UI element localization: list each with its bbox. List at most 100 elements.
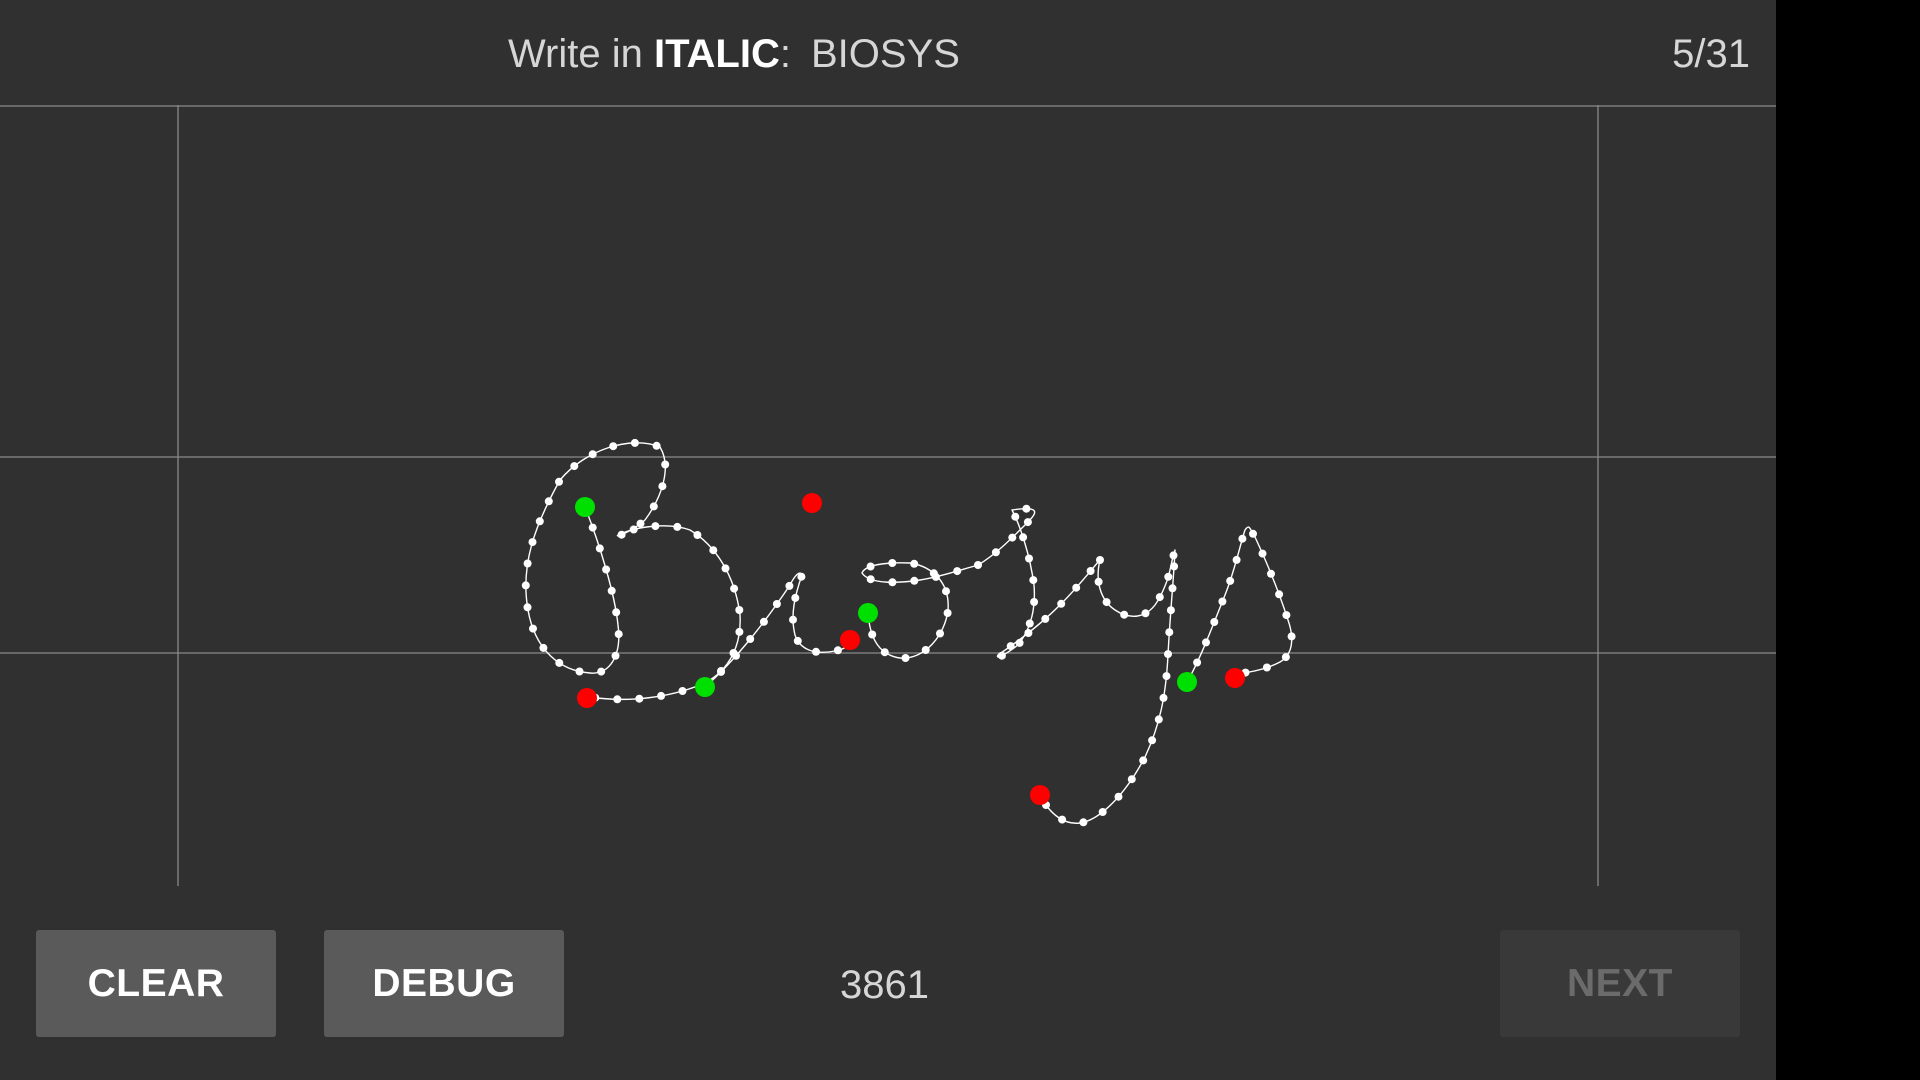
ink-sample-point bbox=[636, 519, 645, 528]
ink-sample-point bbox=[588, 523, 597, 532]
progress-counter: 5/31 bbox=[1672, 32, 1750, 76]
ink-sample-point bbox=[602, 565, 611, 574]
ink-sample-point bbox=[1232, 555, 1241, 564]
ink-sample-point bbox=[1165, 628, 1174, 637]
ink-sample-point bbox=[1096, 556, 1104, 564]
ink-sample-point bbox=[1120, 610, 1129, 619]
ink-sample-point bbox=[730, 584, 739, 593]
ink-sample-point bbox=[1267, 569, 1275, 578]
ink-sample-point bbox=[678, 687, 687, 695]
ink-sample-point bbox=[866, 562, 875, 571]
ink-sample-point bbox=[717, 667, 725, 676]
ink-sample-point bbox=[797, 572, 806, 581]
ink-sample-point bbox=[595, 544, 604, 553]
ink-sample-point bbox=[1139, 756, 1148, 765]
next-button[interactable]: NEXT bbox=[1500, 930, 1740, 1037]
ink-sample-point bbox=[735, 627, 744, 636]
ink-sample-point bbox=[1041, 614, 1050, 623]
ink-sample-point bbox=[528, 538, 537, 547]
ink-sample-point bbox=[974, 561, 982, 569]
ink-sample-point bbox=[629, 525, 638, 534]
ink-sample-point bbox=[1193, 658, 1202, 667]
writing-prompt: Write in ITALIC: BIOSYS bbox=[508, 30, 960, 78]
ink-sample-point bbox=[539, 643, 548, 652]
ink-sample-point bbox=[555, 477, 563, 486]
ink-sample-point bbox=[1155, 593, 1164, 602]
ink-sample-point bbox=[612, 608, 621, 617]
ink-sample-point bbox=[614, 630, 623, 639]
ink-sample-point bbox=[652, 441, 661, 450]
ink-sample-point bbox=[1148, 736, 1157, 745]
ink-sample-point bbox=[544, 497, 553, 506]
ink-sample-point bbox=[866, 575, 875, 584]
ink-sample-point bbox=[651, 522, 660, 531]
ink-sample-point bbox=[833, 646, 842, 655]
ink-stroke-s bbox=[977, 508, 1101, 658]
writing-canvas[interactable] bbox=[0, 105, 1776, 886]
ink-sample-point bbox=[617, 530, 626, 539]
ink-sample-point bbox=[888, 578, 897, 587]
ink-sample-point bbox=[888, 559, 897, 567]
ink-sample-point bbox=[1022, 504, 1031, 513]
ink-sample-point bbox=[921, 646, 930, 654]
ink-sample-point bbox=[1169, 551, 1178, 560]
ink-sample-point bbox=[1098, 808, 1107, 816]
ink-sample-point bbox=[588, 450, 597, 459]
ink-sample-point bbox=[657, 691, 666, 700]
ink-sample-point bbox=[997, 651, 1006, 660]
ink-sample-point bbox=[1282, 611, 1291, 620]
ink-sample-point bbox=[772, 600, 781, 608]
ink-sample-point bbox=[1262, 663, 1271, 672]
ink-sample-point bbox=[661, 460, 670, 469]
ink-sample-point bbox=[1057, 599, 1066, 608]
ink-sample-point bbox=[673, 522, 682, 531]
ink-sample-point bbox=[1170, 562, 1179, 571]
handwriting-app: Write in ITALIC: BIOSYS 5/31 bbox=[0, 0, 1776, 1080]
ink-sample-point bbox=[1154, 715, 1163, 724]
ink-sample-point bbox=[649, 502, 658, 511]
ink-sample-point bbox=[1238, 534, 1247, 543]
prompt-prefix: Write in bbox=[508, 32, 654, 76]
ink-sample-point bbox=[1072, 583, 1081, 592]
prompt-colon: : bbox=[779, 32, 791, 76]
ink-stroke-s2 bbox=[1186, 526, 1293, 683]
ink-sample-point bbox=[521, 581, 530, 590]
ink-sample-point bbox=[1249, 529, 1257, 538]
target-word: BIOSYS bbox=[811, 32, 960, 76]
ink-sample-points bbox=[521, 438, 1296, 827]
clear-button[interactable]: CLEAR bbox=[36, 930, 276, 1037]
ink-sample-point bbox=[943, 609, 952, 617]
ink-sample-point bbox=[597, 667, 606, 676]
ink-sample-point bbox=[1159, 693, 1168, 702]
ink-sample-point bbox=[901, 654, 910, 662]
ink-sample-point bbox=[789, 615, 797, 624]
ink-sample-point bbox=[759, 617, 768, 626]
ink-sample-point bbox=[1202, 638, 1210, 647]
ink-sample-point bbox=[607, 586, 616, 595]
ink-sample-point bbox=[1162, 672, 1171, 681]
ink-sample-point bbox=[1164, 650, 1172, 659]
ink-sample-point bbox=[1023, 518, 1032, 527]
ink-sample-point bbox=[1226, 576, 1235, 585]
prompt-style: ITALIC bbox=[653, 32, 780, 76]
ink-sample-point bbox=[575, 667, 584, 676]
ink-stroke-y bbox=[1039, 549, 1176, 824]
ink-sample-point bbox=[1086, 567, 1095, 575]
ink-sample-point bbox=[1127, 775, 1136, 784]
ink-sample-point bbox=[523, 559, 532, 568]
stroke-end-marker bbox=[1030, 785, 1050, 805]
ink-surface[interactable] bbox=[0, 105, 1776, 886]
ink-sample-point bbox=[535, 517, 544, 526]
ink-stroke-o bbox=[861, 562, 979, 659]
debug-button[interactable]: DEBUG bbox=[324, 930, 564, 1037]
ink-sample-point bbox=[1166, 606, 1175, 615]
ink-sample-point bbox=[1141, 609, 1150, 618]
ink-sample-point bbox=[523, 603, 532, 612]
ink-sample-point bbox=[746, 635, 755, 643]
ink-sample-point bbox=[1006, 642, 1015, 651]
ink-sample-point bbox=[1015, 638, 1024, 647]
score-readout: 3861 bbox=[840, 963, 929, 1007]
ink-sample-point bbox=[1164, 572, 1173, 581]
ink-sample-point bbox=[793, 636, 802, 645]
ink-sample-point bbox=[1114, 792, 1123, 801]
